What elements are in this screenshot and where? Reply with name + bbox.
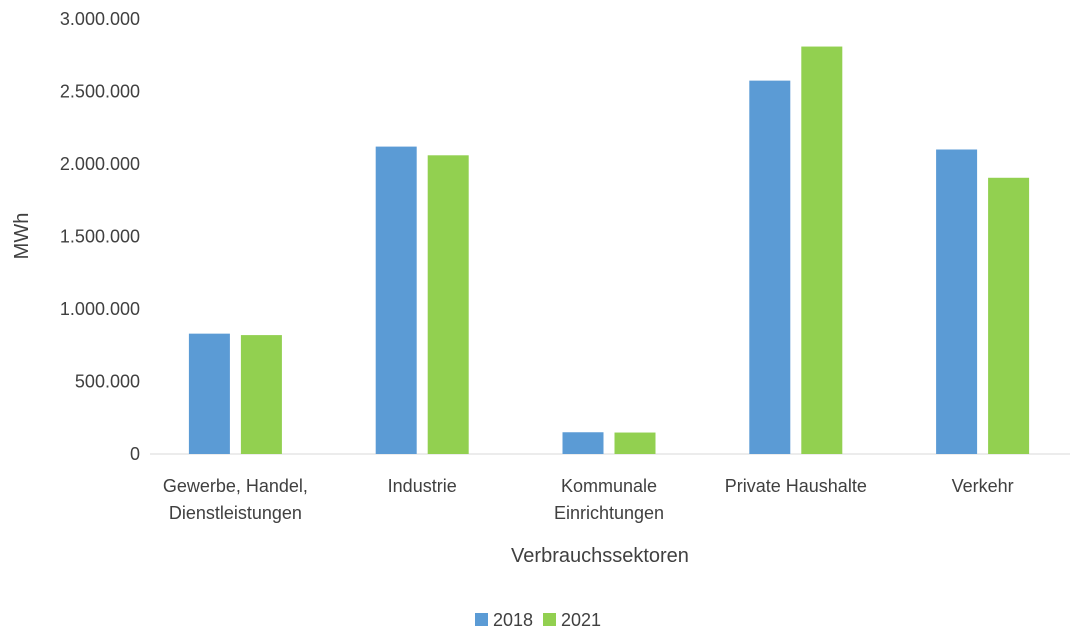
y-tick-label: 2.500.000 [60, 82, 140, 102]
category-label: Gewerbe, Handel, Dienstleistungen [163, 476, 308, 523]
bar-2021-0 [240, 335, 282, 454]
bar-2021-4 [988, 177, 1030, 454]
legend: 2018 2021 [475, 610, 601, 630]
y-tick-label: 3.000.000 [60, 9, 140, 29]
category-labels: Gewerbe, Handel, Dienstleistungen Industri… [163, 476, 1014, 523]
bar-2021-1 [427, 155, 469, 455]
bar-2021-3 [801, 46, 843, 455]
category-label: Verkehr [952, 476, 1014, 496]
y-tick-label: 500.000 [75, 372, 140, 392]
legend-swatch-2021 [543, 613, 556, 626]
y-tick-label: 2.000.000 [60, 154, 140, 174]
legend-label-2021: 2021 [561, 610, 601, 630]
bar-2018-1 [375, 146, 417, 454]
y-tick-label: 0 [130, 444, 140, 464]
legend-swatch-2018 [475, 613, 488, 626]
y-tick-label: 1.000.000 [60, 299, 140, 319]
bar-2018-3 [749, 80, 791, 454]
category-label: Kommunale Einrichtungen [554, 476, 664, 523]
category-label: Private Haushalte [725, 476, 867, 496]
y-axis-title: MWh [11, 213, 33, 260]
bar-2021-2 [614, 432, 656, 454]
legend-label-2018: 2018 [493, 610, 533, 630]
bars [188, 46, 1030, 455]
y-tick-label: 1.500.000 [60, 227, 140, 247]
bar-2018-4 [936, 149, 978, 454]
y-axis-ticks: 0 500.000 1.000.000 1.500.000 2.000.000 2.500… [60, 9, 140, 464]
x-axis-title: Verbrauchssektoren [511, 545, 689, 567]
bar-2018-0 [188, 333, 230, 454]
bar-2018-2 [562, 432, 604, 454]
category-label: Industrie [388, 476, 457, 496]
